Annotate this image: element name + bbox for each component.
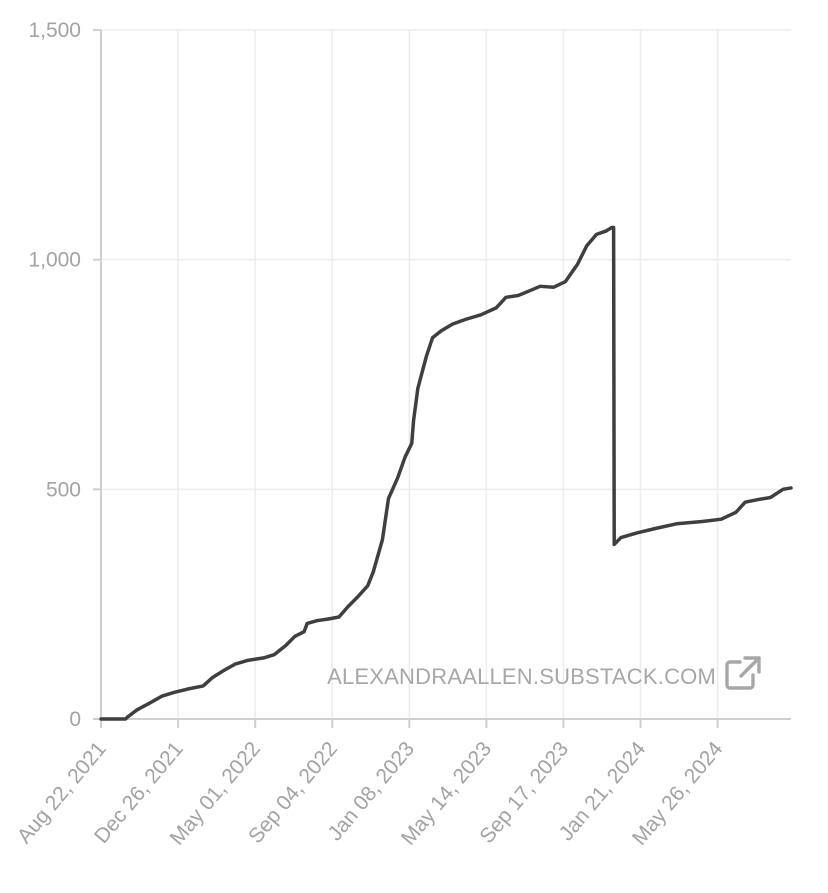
series-line	[99, 225, 793, 721]
watermark[interactable]: ALEXANDRAALLEN.SUBSTACK.COM	[327, 656, 761, 690]
y-axis-tick-labels: 0 500 1,000 1,500	[28, 19, 81, 731]
vertical-gridlines	[177, 30, 719, 719]
y-tick-label: 1,500	[28, 19, 81, 42]
axes	[93, 29, 791, 728]
horizontal-gridlines	[101, 29, 791, 491]
y-tick-label: 500	[46, 478, 81, 501]
series-group	[99, 225, 793, 721]
y-tick-label: 1,000	[28, 249, 81, 272]
y-tick-label: 0	[69, 708, 81, 731]
watermark-text[interactable]: ALEXANDRAALLEN.SUBSTACK.COM	[327, 664, 716, 689]
external-link-icon[interactable]	[725, 656, 761, 690]
